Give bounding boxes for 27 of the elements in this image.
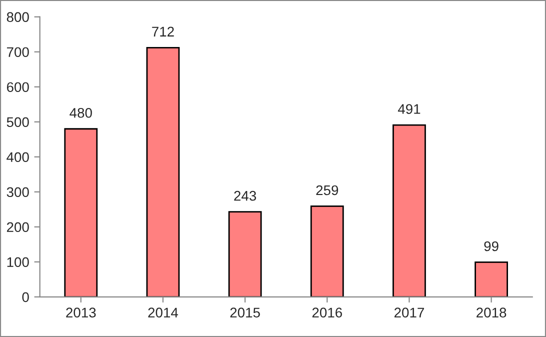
x-tick-label: 2017 (394, 308, 424, 318)
x-tick-label: 2015 (230, 308, 260, 318)
bar (64, 128, 98, 297)
bar (392, 124, 426, 297)
bar (474, 262, 508, 297)
y-tick-label: 100 (7, 257, 29, 268)
y-tick-label: 600 (6, 82, 29, 92)
x-tick-label: 2018 (476, 308, 506, 318)
x-tick-label: 2014 (148, 308, 178, 318)
data-label: 491 (398, 104, 420, 114)
x-tick-label: 2013 (66, 308, 96, 318)
y-tick-label: 800 (6, 12, 29, 22)
y-tick-label: 700 (6, 47, 29, 58)
y-tick-label: 200 (6, 222, 29, 232)
data-label: 259 (316, 185, 338, 196)
bar (310, 206, 344, 297)
bar (228, 211, 262, 297)
y-tick-label: 400 (6, 152, 29, 162)
data-label: 480 (70, 108, 92, 118)
y-tick-label: 300 (6, 187, 29, 198)
data-label: 712 (152, 26, 174, 36)
y-tick-label: 500 (6, 117, 29, 128)
x-tick-label: 2016 (312, 308, 342, 318)
y-tick-label: 0 (22, 292, 29, 302)
bar (146, 46, 180, 297)
data-label: 243 (234, 190, 256, 201)
data-label: 99 (484, 241, 498, 252)
